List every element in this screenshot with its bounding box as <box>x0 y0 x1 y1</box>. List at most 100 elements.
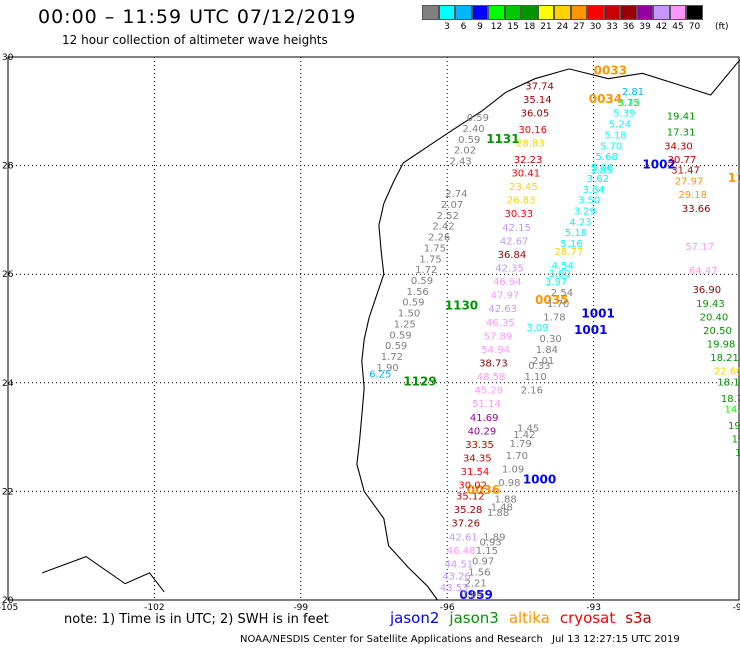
page-subtitle: 12 hour collection of altimeter wave hei… <box>62 33 328 47</box>
wave-height-label: 2.74 <box>445 189 467 200</box>
wave-height-label: 30.02 <box>458 481 487 492</box>
wave-height-label: 43.53 <box>440 583 469 594</box>
wave-height-label: 1.56 <box>407 287 429 298</box>
wave-height-label: 18.1 <box>717 378 739 389</box>
pass-time-label: 1001 <box>574 323 607 337</box>
legend-swatch <box>537 5 554 20</box>
wave-height-label: 27.97 <box>675 177 704 188</box>
wave-height-label: 1.88 <box>494 494 516 505</box>
coastline <box>356 59 740 601</box>
wave-height-label: 33.66 <box>682 204 711 215</box>
wave-height-label: 2.01 <box>532 356 554 367</box>
wave-height-label: 14.9 <box>724 405 740 416</box>
wave-height-label: 19.43 <box>696 299 725 310</box>
wave-height-label: 4.23 <box>569 217 591 228</box>
wave-height-label: 46.48 <box>447 546 476 557</box>
wave-height-label: 0.94 <box>461 589 483 600</box>
wave-height-label: 1.50 <box>398 309 420 320</box>
wave-height-label: 28.77 <box>555 247 584 258</box>
lat-tick-label: 20 <box>2 596 14 606</box>
wave-height-label: 34.30 <box>664 141 693 152</box>
satellite-legend: jason2 jason3 altika cryosat s3a <box>390 609 662 627</box>
legend-label: 39 <box>639 22 651 32</box>
legend-swatch <box>438 5 455 20</box>
wave-height-label: 36.84 <box>498 250 527 261</box>
wave-height-label: 40.29 <box>468 426 497 437</box>
pass-time-label: 1129 <box>403 375 436 389</box>
wave-height-label: 0.33 <box>528 361 550 372</box>
coastline-inland <box>42 556 165 593</box>
wave-height-label: 30.16 <box>518 125 547 136</box>
wave-height-label: 32.23 <box>514 155 543 166</box>
wave-height-label: 26.83 <box>507 196 536 207</box>
satellite-altika: altika <box>508 609 550 627</box>
wave-height-label: 3.29 <box>574 206 596 217</box>
wave-height-label: 1.10 <box>525 372 547 383</box>
wave-height-label: 28.83 <box>516 139 545 150</box>
pass-time-label: 1002 <box>642 157 675 171</box>
wave-height-label: 30.33 <box>505 209 534 220</box>
wave-height-label: 1.56 <box>468 568 490 579</box>
wave-height-label: 5.24 <box>609 120 631 131</box>
legend-label: 27 <box>573 22 585 32</box>
wave-height-label: 5.16 <box>560 239 582 250</box>
wave-height-label: 3.50 <box>578 196 600 207</box>
legend-label: 6 <box>460 22 467 32</box>
legend-label: 33 <box>606 22 618 32</box>
lon-tick-label: -102 <box>144 603 164 613</box>
legend-label: 30 <box>589 22 602 32</box>
wave-height-label: 30.41 <box>511 168 540 179</box>
wave-height-label: 18.7 <box>721 394 740 405</box>
lon-tick-label: -93 <box>586 603 601 613</box>
wave-height-label: 37.26 <box>451 519 480 530</box>
wave-height-label: 1.84 <box>536 345 558 356</box>
lon-tick-label: -105 <box>0 603 18 613</box>
satellite-cryosat: cryosat <box>559 609 616 627</box>
pass-time-label: 1131 <box>486 132 519 146</box>
wave-height-label: 36.05 <box>521 109 550 120</box>
wave-height-label: 20.50 <box>703 326 732 337</box>
wave-height-label: 0.59 <box>458 135 480 146</box>
wave-height-label: 19. <box>728 421 740 432</box>
wave-height-label: 1.88 <box>487 508 509 519</box>
wave-height-label: 41.69 <box>470 413 499 424</box>
wave-height-label: 51.14 <box>472 399 501 410</box>
wave-height-label: 0.98 <box>498 478 520 489</box>
legend-swatch <box>504 5 521 20</box>
wave-height-label: 1.90 <box>376 363 398 374</box>
wave-height-label: 57.17 <box>685 242 714 253</box>
wave-height-label: 31.47 <box>671 166 700 177</box>
satellite-s3a: s3a <box>625 609 652 627</box>
wave-height-label: 2.81 <box>622 87 644 98</box>
legend-swatch <box>603 5 620 20</box>
wave-height-label: 2.43 <box>450 157 472 168</box>
wave-height-label: 18 <box>732 435 740 446</box>
wave-height-label: 37.74 <box>525 82 554 93</box>
wave-height-label: 43.26 <box>442 571 471 582</box>
legend-swatch <box>620 5 637 20</box>
pass-time-label: 0035 <box>535 293 568 307</box>
wave-height-label: 1.25 <box>394 319 416 330</box>
wave-height-label: 57.89 <box>484 331 513 342</box>
wave-height-label: 1.89 <box>483 532 505 543</box>
wave-height-label: 3.85 <box>590 166 612 177</box>
wave-height-label: 46.94 <box>493 277 522 288</box>
wave-height-label: 54.94 <box>481 345 510 356</box>
wave-height-label: 0.30 <box>540 334 562 345</box>
satellite-jason3: jason3 <box>449 609 499 627</box>
pass-time-label: 1000 <box>523 472 556 486</box>
wave-height-label: 35.14 <box>523 95 552 106</box>
satellite-jason2: jason2 <box>390 609 440 627</box>
wave-height-label: 48.58 <box>477 372 506 383</box>
lat-tick-label: 26 <box>2 270 14 280</box>
wave-height-label: 42.35 <box>495 263 524 274</box>
wave-height-label: 35.12 <box>456 492 485 503</box>
pass-time-label: 0036 <box>467 483 500 497</box>
pass-time-label: 1130 <box>445 298 478 312</box>
legend-swatch <box>521 5 538 20</box>
credit-text: NOAA/NESDIS Center for Satellite Applica… <box>240 634 543 645</box>
wave-height-label: 30.77 <box>668 155 697 166</box>
legend-label: 12 <box>490 22 503 32</box>
legend-label: 42 <box>655 22 668 32</box>
legend-swatch <box>471 5 488 20</box>
